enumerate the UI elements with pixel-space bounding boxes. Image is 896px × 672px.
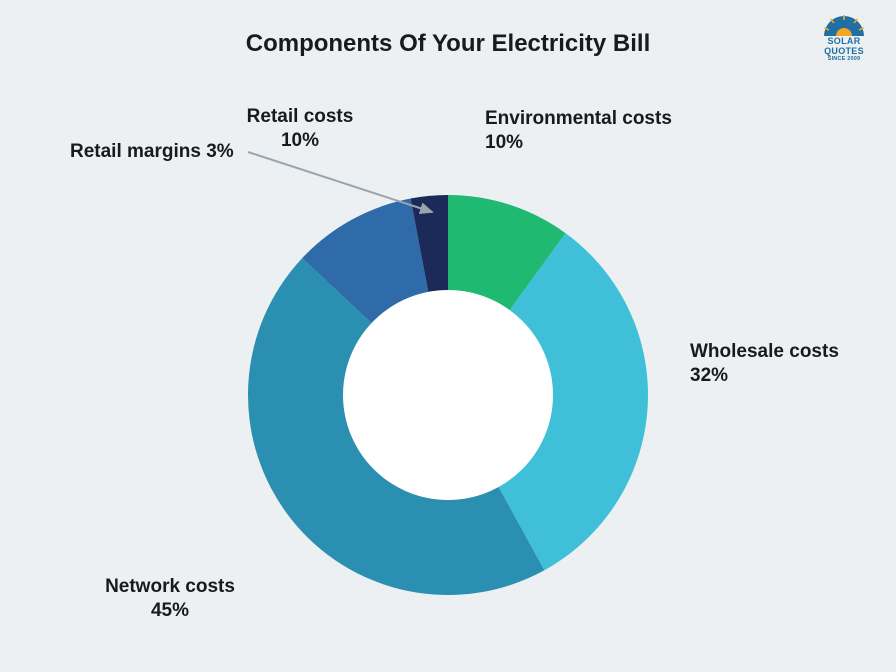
chart-canvas: Components Of Your Electricity Bill SOLA… <box>0 0 896 672</box>
label-environmental-text: Environmental costs <box>485 108 672 129</box>
label-retail-costs-pct: 10% <box>281 130 319 151</box>
label-environmental: Environmental costs 10% <box>485 107 672 155</box>
label-network-pct: 45% <box>151 600 189 621</box>
label-wholesale-pct: 32% <box>690 365 728 386</box>
label-retail-margins: Retail margins 3% <box>70 140 234 164</box>
label-network-text: Network costs <box>105 576 235 597</box>
donut-hole <box>343 290 553 500</box>
label-environmental-pct: 10% <box>485 132 523 153</box>
label-retail-costs-text: Retail costs <box>247 106 354 127</box>
donut-chart <box>0 0 896 672</box>
leader-line <box>248 152 432 212</box>
label-wholesale-text: Wholesale costs <box>690 341 839 362</box>
label-wholesale: Wholesale costs 32% <box>690 340 839 388</box>
label-network: Network costs 45% <box>105 575 235 623</box>
label-retail-costs: Retail costs 10% <box>247 105 354 153</box>
label-retail-margins-text: Retail margins 3% <box>70 141 234 162</box>
